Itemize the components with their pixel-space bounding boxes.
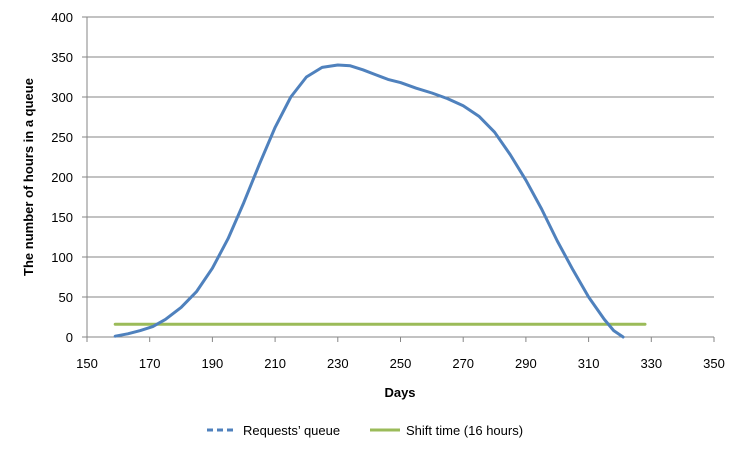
- series-line-requests-queue: [113, 63, 625, 339]
- y-tick-label-250: 250: [51, 130, 73, 145]
- x-tick-label-190: 190: [202, 356, 224, 371]
- y-tick-label-100: 100: [51, 250, 73, 265]
- y-tick-label-300: 300: [51, 90, 73, 105]
- y-tick-label-50: 50: [59, 290, 73, 305]
- x-tick-label-170: 170: [139, 356, 161, 371]
- y-tick-label-150: 150: [51, 210, 73, 225]
- y-axis-tick-labels: 0 50 100 150 200 250 300 350 400: [51, 10, 73, 345]
- x-tick-label-270: 270: [452, 356, 474, 371]
- y-axis-title: The number of hours in a queue: [21, 78, 36, 276]
- legend-label-shift-time: Shift time (16 hours): [406, 423, 523, 438]
- series-lines: [113, 63, 647, 339]
- y-tick-label-200: 200: [51, 170, 73, 185]
- x-tick-label-330: 330: [640, 356, 662, 371]
- y-tick-label-0: 0: [66, 330, 73, 345]
- x-axis-title: Days: [384, 385, 415, 400]
- legend: Requests’ queue Shift time (16 hours): [207, 423, 523, 438]
- y-tick-label-350: 350: [51, 50, 73, 65]
- x-tick-label-150: 150: [76, 356, 98, 371]
- x-tick-label-230: 230: [327, 356, 349, 371]
- x-tick-label-350: 350: [703, 356, 725, 371]
- x-tick-label-310: 310: [578, 356, 600, 371]
- y-tick-label-400: 400: [51, 10, 73, 25]
- gridlines: [87, 16, 714, 298]
- x-tick-label-290: 290: [515, 356, 537, 371]
- axes: [82, 16, 715, 342]
- x-tick-label-210: 210: [264, 356, 286, 371]
- x-tick-label-250: 250: [390, 356, 412, 371]
- legend-label-requests-queue: Requests’ queue: [243, 423, 340, 438]
- x-axis-tick-labels: 150 170 190 210 230 250 270 290 310 330 350: [76, 356, 725, 371]
